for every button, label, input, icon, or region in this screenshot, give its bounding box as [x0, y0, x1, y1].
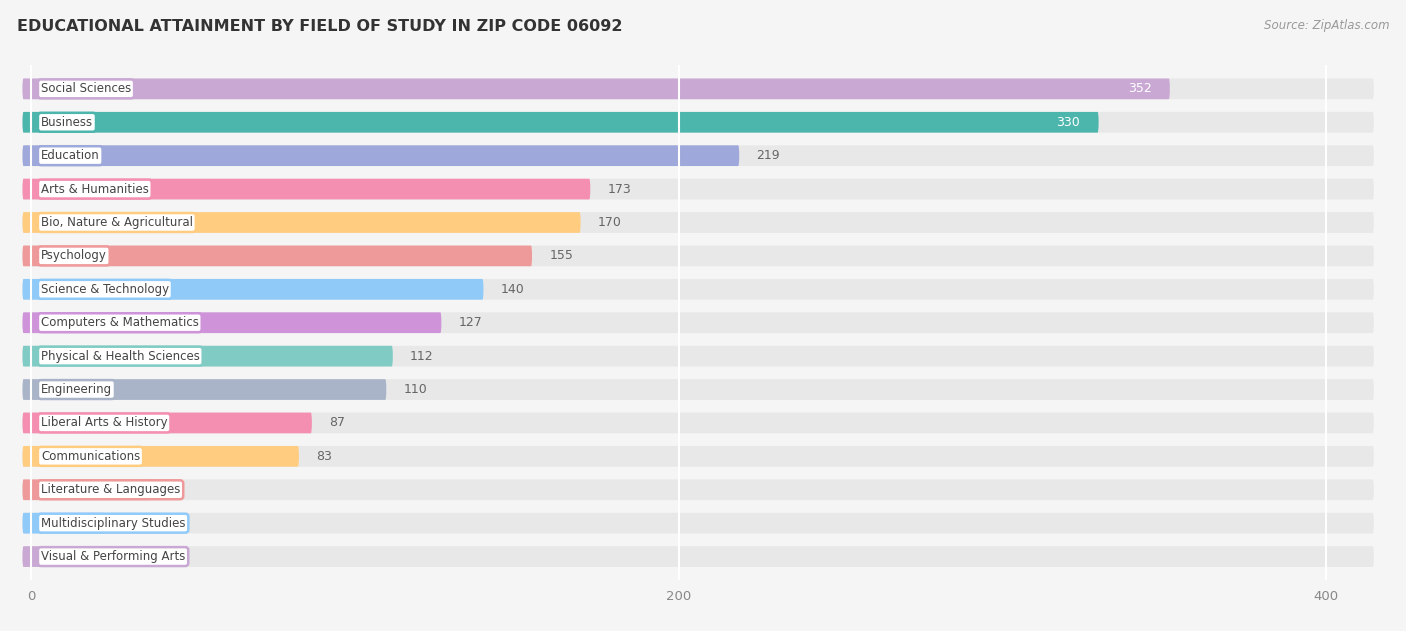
FancyBboxPatch shape: [22, 245, 531, 266]
FancyBboxPatch shape: [22, 145, 740, 166]
Text: Communications: Communications: [41, 450, 141, 463]
FancyBboxPatch shape: [22, 413, 1374, 433]
Text: 83: 83: [316, 450, 332, 463]
FancyBboxPatch shape: [22, 212, 1374, 233]
FancyBboxPatch shape: [22, 245, 1374, 266]
Text: Source: ZipAtlas.com: Source: ZipAtlas.com: [1264, 19, 1389, 32]
Text: 352: 352: [1128, 83, 1152, 95]
FancyBboxPatch shape: [22, 513, 104, 534]
Text: 37: 37: [167, 483, 183, 496]
Text: Liberal Arts & History: Liberal Arts & History: [41, 416, 167, 430]
Text: Computers & Mathematics: Computers & Mathematics: [41, 316, 198, 329]
Text: Engineering: Engineering: [41, 383, 112, 396]
Text: Literature & Languages: Literature & Languages: [41, 483, 180, 496]
FancyBboxPatch shape: [22, 212, 581, 233]
FancyBboxPatch shape: [22, 312, 1374, 333]
FancyBboxPatch shape: [22, 480, 1374, 500]
FancyBboxPatch shape: [22, 145, 1374, 166]
Text: Education: Education: [41, 149, 100, 162]
FancyBboxPatch shape: [22, 546, 82, 567]
FancyBboxPatch shape: [22, 312, 441, 333]
Text: EDUCATIONAL ATTAINMENT BY FIELD OF STUDY IN ZIP CODE 06092: EDUCATIONAL ATTAINMENT BY FIELD OF STUDY…: [17, 19, 623, 34]
Text: Arts & Humanities: Arts & Humanities: [41, 182, 149, 196]
FancyBboxPatch shape: [22, 379, 387, 400]
FancyBboxPatch shape: [22, 413, 312, 433]
FancyBboxPatch shape: [22, 78, 1170, 99]
Text: Social Sciences: Social Sciences: [41, 83, 131, 95]
Text: 140: 140: [501, 283, 524, 296]
FancyBboxPatch shape: [22, 112, 1374, 133]
Text: Psychology: Psychology: [41, 249, 107, 262]
Text: Science & Technology: Science & Technology: [41, 283, 169, 296]
Text: 112: 112: [411, 350, 433, 363]
FancyBboxPatch shape: [22, 446, 299, 467]
Text: 330: 330: [1056, 115, 1080, 129]
Text: Business: Business: [41, 115, 93, 129]
Text: 155: 155: [550, 249, 574, 262]
FancyBboxPatch shape: [22, 112, 1098, 133]
Text: 173: 173: [607, 182, 631, 196]
Text: Bio, Nature & Agricultural: Bio, Nature & Agricultural: [41, 216, 193, 229]
Text: Physical & Health Sciences: Physical & Health Sciences: [41, 350, 200, 363]
FancyBboxPatch shape: [22, 179, 1374, 199]
Text: Visual & Performing Arts: Visual & Performing Arts: [41, 550, 186, 563]
FancyBboxPatch shape: [22, 279, 484, 300]
FancyBboxPatch shape: [22, 279, 1374, 300]
Text: 170: 170: [598, 216, 621, 229]
FancyBboxPatch shape: [22, 346, 392, 367]
Text: Multidisciplinary Studies: Multidisciplinary Studies: [41, 517, 186, 529]
FancyBboxPatch shape: [22, 379, 1374, 400]
Text: 110: 110: [404, 383, 427, 396]
Text: 219: 219: [756, 149, 780, 162]
FancyBboxPatch shape: [22, 480, 150, 500]
Text: 16: 16: [100, 550, 115, 563]
FancyBboxPatch shape: [22, 78, 1374, 99]
FancyBboxPatch shape: [22, 446, 1374, 467]
Text: 87: 87: [329, 416, 344, 430]
FancyBboxPatch shape: [22, 546, 1374, 567]
Text: 23: 23: [122, 517, 138, 529]
Text: 127: 127: [458, 316, 482, 329]
FancyBboxPatch shape: [22, 346, 1374, 367]
FancyBboxPatch shape: [22, 513, 1374, 534]
FancyBboxPatch shape: [22, 179, 591, 199]
